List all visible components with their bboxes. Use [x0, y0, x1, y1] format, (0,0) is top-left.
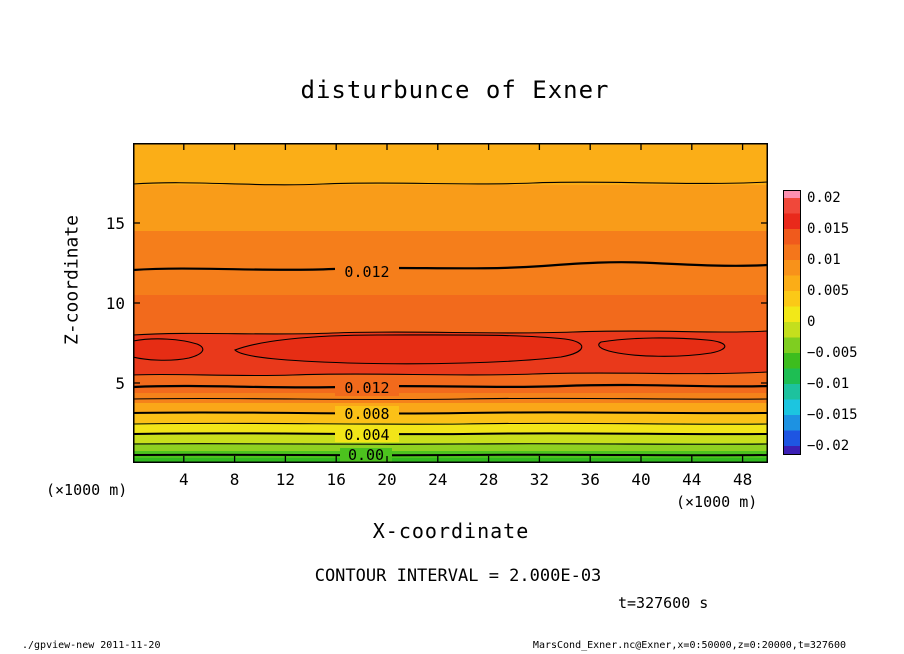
colorbar-segment — [783, 244, 801, 260]
colorbar-segment — [783, 337, 801, 353]
plot-area: 0.012 0.012 0.008 0.004 0.00 — [132, 143, 769, 464]
x-tick-label: 12 — [275, 470, 296, 489]
contour-line-008 — [132, 411, 769, 415]
y-units-label: (×1000 m) — [46, 481, 128, 499]
x-tick-label: 36 — [580, 470, 600, 489]
contour-line — [132, 443, 769, 445]
colorbar-segment — [783, 306, 801, 322]
fill-band — [133, 443, 768, 451]
colorbar-segment — [783, 399, 801, 415]
fill-band — [133, 393, 768, 403]
contour-label: 0.012 — [344, 263, 389, 281]
colorbar-tick-label: 0.015 — [807, 221, 850, 237]
contour-label-bg — [335, 262, 399, 280]
plot-frame — [133, 143, 768, 463]
contour-line — [132, 181, 769, 186]
footer-command-label: ./gpview-new 2011-11-20 — [22, 640, 161, 651]
colorbar-segment — [783, 322, 801, 338]
colorbar-canvas — [783, 190, 801, 455]
contour-label: 0.012 — [344, 379, 389, 397]
y-axis-title: Z-coordinate — [61, 214, 83, 346]
page-title: disturbunce of Exner — [300, 76, 610, 104]
x-tick-label: 8 — [229, 470, 240, 489]
colorbar-segment — [783, 275, 801, 291]
contour-line — [132, 397, 769, 401]
footer-dataset-label: MarsCond_Exner.nc@Exner,x=0:50000,z=0:20… — [532, 640, 846, 651]
colorbar-tick-label: 0.01 — [807, 252, 841, 268]
colorbar — [783, 190, 801, 455]
contour-label: 0.004 — [344, 426, 389, 444]
colorbar-segment — [783, 415, 801, 431]
x-tick-label: 44 — [682, 470, 702, 489]
contour-line-012-upper — [132, 261, 769, 272]
x-axis-title: X-coordinate — [372, 519, 530, 543]
colorbar-tick-label: 0.02 — [807, 190, 841, 206]
fill-band — [133, 458, 768, 463]
x-tick-label: 16 — [326, 470, 346, 489]
x-tick-label: 32 — [529, 470, 550, 489]
contour-plot-canvas: 0.012 0.012 0.008 0.004 0.00 — [132, 143, 769, 464]
colorbar-segment — [783, 446, 801, 455]
x-tick-label: 48 — [732, 470, 753, 489]
contour-label-bg — [340, 448, 392, 462]
red-blob — [234, 334, 583, 365]
colorbar-segment — [783, 368, 801, 384]
colorbar-tick-label: −0.005 — [807, 345, 858, 361]
contour-label-bg — [335, 379, 399, 396]
fill-band — [133, 143, 768, 185]
colorbar-segment — [783, 384, 801, 400]
x-tick-label: 28 — [478, 470, 499, 489]
colorbar-tick-label: 0.005 — [807, 283, 850, 299]
colorbar-segment — [783, 229, 801, 245]
fill-band — [133, 403, 768, 413]
colorbar-tick-label: −0.02 — [807, 438, 850, 454]
contour-label: 0.00 — [348, 446, 384, 463]
contour-interval-label: CONTOUR INTERVAL = 2.000E-03 — [314, 566, 602, 586]
contour-label-bg — [335, 406, 399, 421]
fill-band — [133, 423, 768, 433]
colorbar-segment — [783, 198, 801, 214]
x-tick-label: 20 — [377, 470, 397, 489]
y-tick-label: 10 — [105, 294, 125, 313]
contour-line-012-lower — [132, 383, 769, 389]
contour-line-000 — [132, 453, 769, 457]
colorbar-segment — [783, 213, 801, 229]
x-tick-label: 40 — [631, 470, 651, 489]
red-blob — [598, 337, 726, 357]
colorbar-segment — [783, 260, 801, 276]
x-units-label: (×1000 m) — [676, 493, 758, 511]
x-tick-label: 24 — [428, 470, 448, 489]
axis-ticks — [133, 143, 768, 463]
contour-line — [132, 422, 769, 425]
colorbar-tick-label: −0.015 — [807, 407, 858, 423]
contour-label: 0.008 — [344, 405, 389, 423]
colorbar-segment — [783, 430, 801, 446]
y-tick-label: 5 — [115, 374, 125, 393]
fill-band — [133, 413, 768, 423]
x-tick-label: 4 — [178, 470, 189, 489]
colorbar-tick-label: 0 — [807, 314, 816, 330]
colorbar-segment — [783, 190, 801, 198]
colorbar-tick-label: −0.01 — [807, 376, 850, 392]
fill-band — [133, 185, 768, 231]
colorbar-segment — [783, 291, 801, 307]
colorbar-frame — [783, 190, 801, 455]
red-blob — [132, 338, 204, 361]
y-tick-label: 15 — [105, 214, 125, 233]
colorbar-segment — [783, 353, 801, 369]
time-label: t=327600 s — [618, 594, 709, 612]
fill-band — [133, 433, 768, 443]
contour-line-004 — [132, 432, 769, 436]
contour-label-bg — [335, 427, 399, 442]
